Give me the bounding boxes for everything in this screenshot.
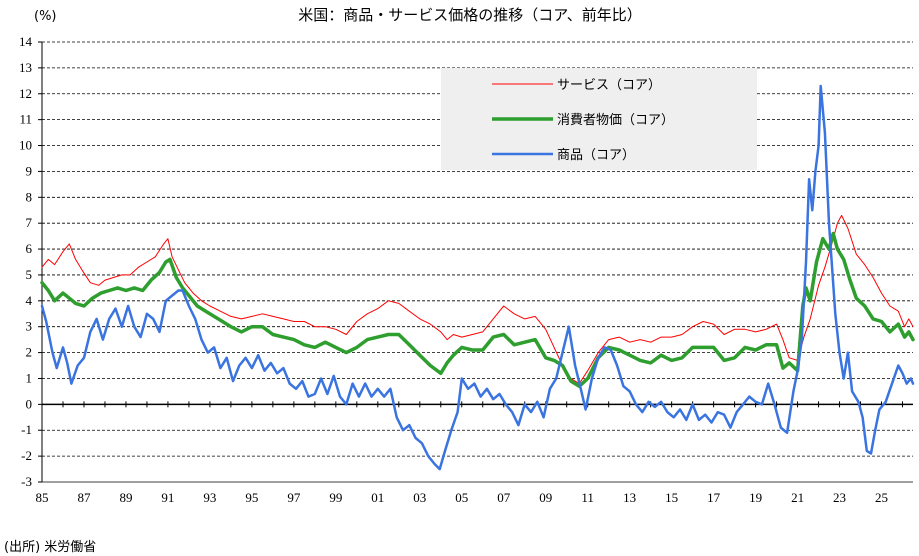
y-tick-label--3: -3 — [21, 474, 32, 489]
legend-label-goods: 商品（コア） — [557, 148, 635, 163]
series-goods-line — [40, 84, 915, 471]
x-tick-label-09: 09 — [539, 490, 552, 505]
legend: サービス（コア） 消費者物価（コア） 商品（コア） — [441, 68, 757, 170]
y-unit-label: (%) — [34, 9, 57, 24]
x-tick-label-87: 87 — [77, 490, 91, 505]
y-tick-label-9: 9 — [26, 163, 33, 178]
y-tick-label-1: 1 — [26, 370, 33, 385]
y-tick-label-2: 2 — [26, 345, 33, 360]
series-cpi-line — [40, 231, 915, 388]
x-tick-label-19: 19 — [749, 490, 762, 505]
series-services-line — [41, 214, 914, 385]
x-tick-label-23: 23 — [833, 490, 846, 505]
y-tick-label-13: 13 — [19, 60, 32, 75]
y-tick-label-0: 0 — [26, 396, 33, 411]
y-tick-label-14: 14 — [19, 34, 33, 49]
chart-title: 米国：商品・サービス価格の推移（コア、前年比） — [298, 6, 642, 24]
source-note: (出所) 米労働省 — [4, 540, 97, 555]
x-tick-label-17: 17 — [707, 490, 721, 505]
x-tick-label-93: 93 — [203, 490, 216, 505]
x-tick-label-21: 21 — [791, 490, 804, 505]
y-tick-label-5: 5 — [26, 267, 33, 282]
x-tick-label-05: 05 — [455, 490, 468, 505]
y-tick-label-3: 3 — [26, 319, 33, 334]
x-tick-label-85: 85 — [36, 490, 49, 505]
x-tick-label-13: 13 — [623, 490, 636, 505]
x-tick-label-95: 95 — [245, 490, 258, 505]
legend-label-cpi: 消費者物価（コア） — [557, 113, 674, 128]
x-tick-label-03: 03 — [413, 490, 426, 505]
y-tick-label-12: 12 — [19, 86, 32, 101]
x-tick-label-97: 97 — [287, 490, 301, 505]
y-tick-label--2: -2 — [21, 448, 32, 463]
x-tick-label-25: 25 — [875, 490, 888, 505]
x-axis-ticks: 85 87 89 91 93 95 97 99 01 03 05 07 09 11 13 15 17 19 21 23… — [36, 401, 904, 505]
x-tick-label-11: 11 — [581, 490, 594, 505]
y-tick-label-11: 11 — [19, 112, 32, 127]
series-layer — [40, 84, 915, 471]
y-tick-label--1: -1 — [21, 422, 32, 437]
x-tick-label-07: 07 — [497, 490, 511, 505]
x-tick-label-15: 15 — [665, 490, 678, 505]
x-tick-label-01: 01 — [371, 490, 384, 505]
x-tick-label-99: 99 — [329, 490, 342, 505]
y-tick-label-6: 6 — [26, 241, 33, 256]
y-tick-label-8: 8 — [26, 189, 33, 204]
y-tick-label-4: 4 — [26, 293, 33, 308]
legend-label-services: サービス（コア） — [557, 78, 661, 93]
y-tick-label-10: 10 — [19, 138, 32, 153]
y-tick-label-7: 7 — [26, 215, 33, 230]
x-tick-label-89: 89 — [119, 490, 132, 505]
x-tick-label-91: 91 — [161, 490, 174, 505]
